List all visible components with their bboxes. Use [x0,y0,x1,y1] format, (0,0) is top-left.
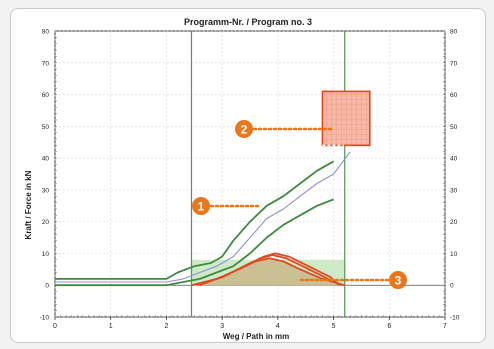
target-window [321,90,371,147]
y2-tick-label: 30 [450,187,458,194]
series-line [199,252,340,287]
x-tick-label: 3 [220,323,224,330]
callout-number-1: 1 [198,200,205,214]
x-axis-label: Weg / Path in mm [223,332,290,341]
y-tick-label: 50 [42,124,50,131]
x-tick-label: 0 [53,323,57,330]
y-tick-label: 10 [42,251,50,258]
x-tick-label: 2 [164,323,168,330]
plot-area [54,30,446,320]
x-tick-label: 7 [443,323,447,330]
chart-title: Programm-Nr. / Program no. 3 [184,17,312,27]
series-line [55,198,334,287]
x-tick-label: 6 [387,323,391,330]
y2-tick-label: 60 [450,92,458,99]
series-line [55,160,335,280]
series-line [55,151,351,283]
x-tick-label: 5 [332,323,336,330]
y-tick-label: 40 [42,156,50,163]
y2-tick-label: 10 [450,251,458,258]
y-axis-label: Kraft / Force in kN [24,170,33,239]
y-tick-label: 30 [42,187,50,194]
y2-tick-label: 0 [450,283,454,290]
y-tick-label: 80 [42,29,50,36]
y2-tick-label: 20 [450,219,458,226]
callout-badge-2 [235,120,253,138]
y2-tick-label: 40 [450,156,458,163]
y-tick-label: 60 [42,92,50,99]
chart-panel: Programm-Nr. / Program no. 3 Weg / Path … [10,8,486,343]
y-tick-label: 70 [42,60,50,67]
x-tick-label: 4 [276,323,280,330]
y-tick-label: 20 [42,219,50,226]
callout-badge-1 [192,197,210,215]
y2-tick-label: 50 [450,124,458,131]
y-tick-label: 0 [45,283,49,290]
y-tick-label: -10 [40,315,50,322]
y2-tick-label: -10 [450,315,460,322]
callout-number-3: 3 [395,274,402,288]
peak-area-fill [191,258,345,286]
y2-tick-label: 70 [450,60,458,67]
x-tick-label: 1 [109,323,113,330]
callout-number-2: 2 [241,123,248,137]
force-path-chart: Programm-Nr. / Program no. 3 Weg / Path … [24,17,460,341]
callout-badge-3 [389,271,407,289]
y2-tick-label: 80 [450,29,458,36]
